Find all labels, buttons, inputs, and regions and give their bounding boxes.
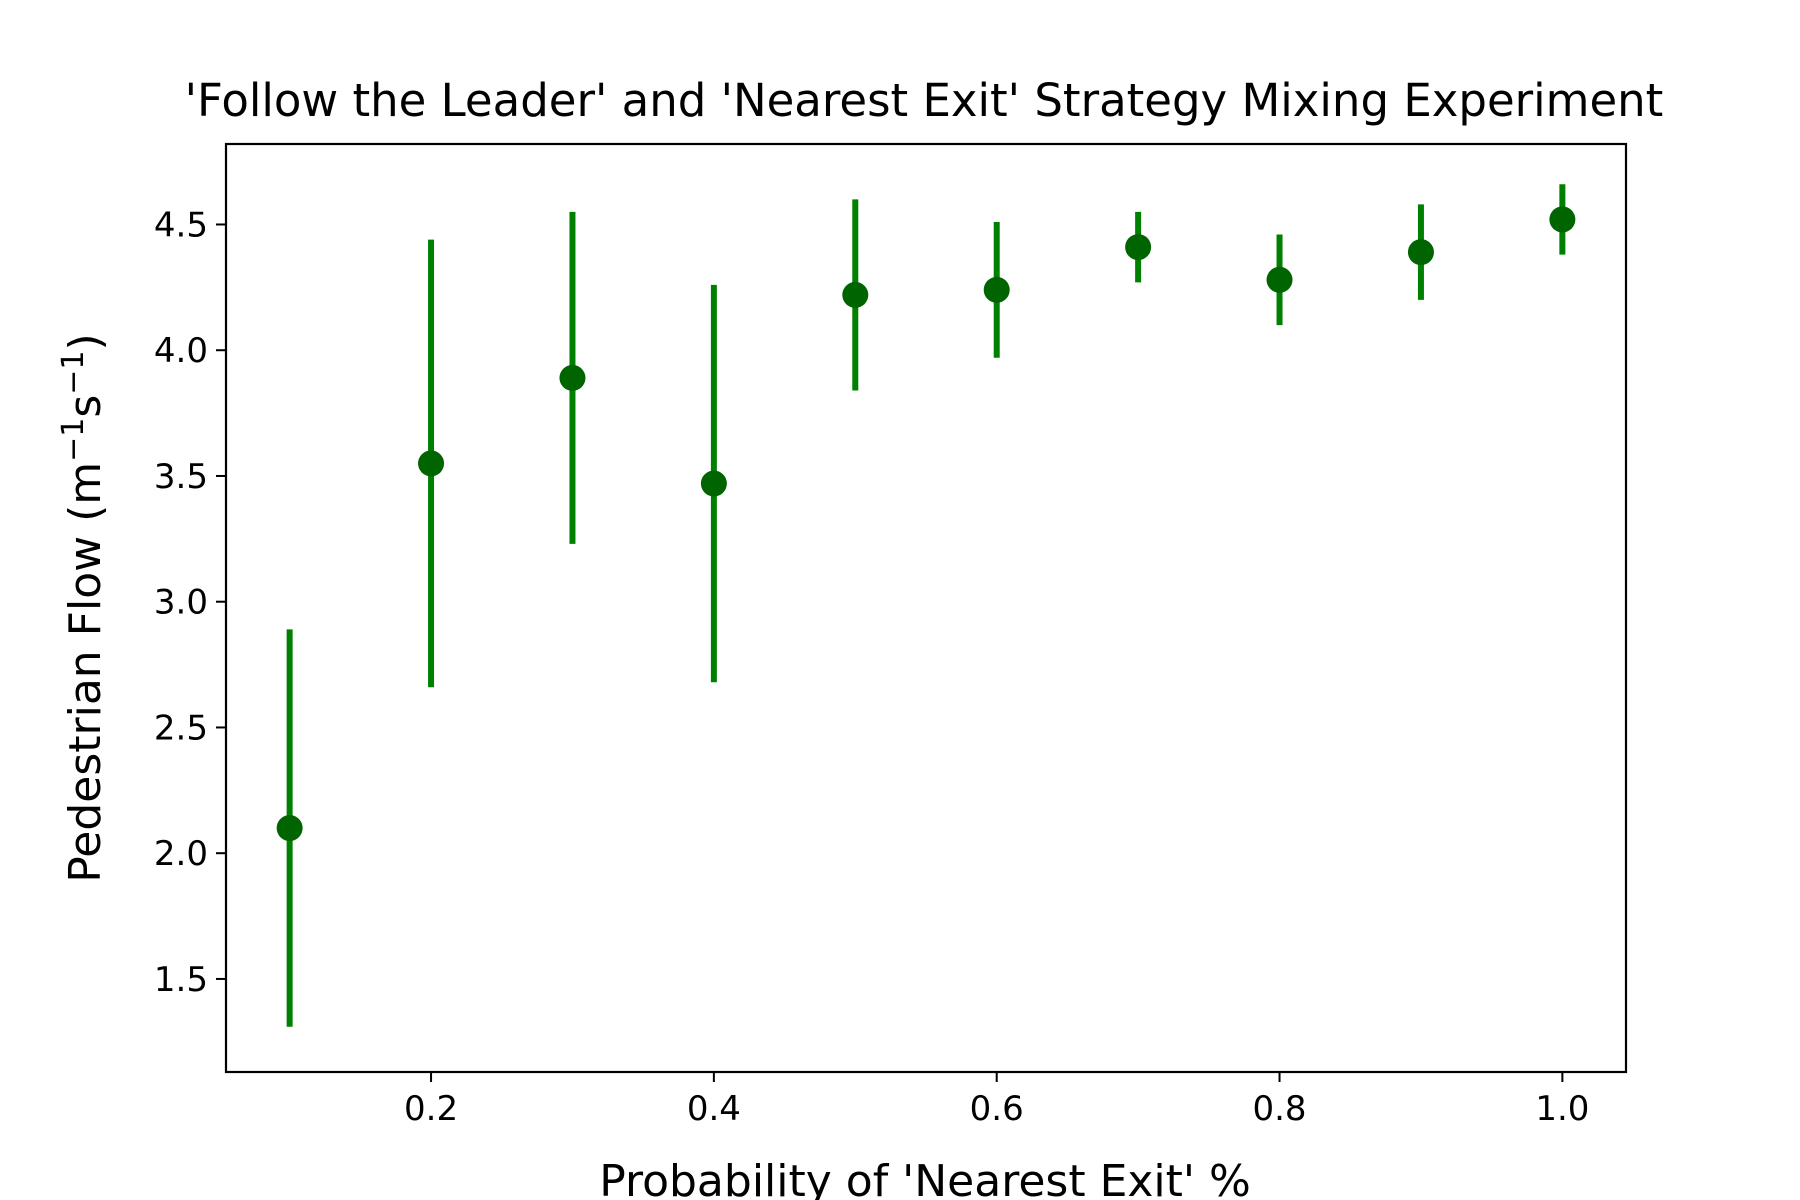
y-axis-label: Pedestrian Flow (m−1s−1) [56,333,111,882]
y-axis-label-exponent-2: −1 [56,350,91,394]
data-point [276,815,303,842]
x-tick-label: 0.8 [1252,1089,1306,1129]
y-tick-label: 2.5 [154,708,208,748]
axis-ticks: 0.2 0.4 0.6 0.8 1.0 1.5 2.0 2.5 3.0 3.5 4.0 4.5 [154,205,1589,1129]
x-tick-label: 0.2 [404,1089,458,1129]
y-tick-label: 3.5 [154,457,208,497]
y-tick-label: 1.5 [154,960,208,1000]
data-marks [276,184,1576,1027]
y-tick-label: 4.5 [154,205,208,245]
data-point [1407,239,1434,266]
chart-title: 'Follow the Leader' and 'Nearest Exit' S… [185,74,1664,127]
plot-area-frame [224,142,1628,1074]
data-point [700,470,727,497]
y-axis-label-mid: s [60,395,111,418]
x-axis-label: Probability of 'Nearest Exit' % [599,1156,1251,1200]
y-tick-label: 4.0 [154,331,208,371]
x-tick-label: 0.6 [970,1089,1024,1129]
data-point [1125,234,1152,261]
y-tick-label: 3.0 [154,583,208,623]
data-point [842,281,869,308]
y-tick-label: 2.0 [154,834,208,874]
data-point [983,276,1010,303]
x-tick-label: 0.4 [687,1089,741,1129]
y-axis-label-suffix: ) [60,333,111,350]
data-point [418,450,445,477]
data-point [559,364,586,391]
y-axis-label-prefix: Pedestrian Flow (m [60,462,111,883]
data-point [1549,206,1576,233]
x-tick-label: 1.0 [1535,1089,1589,1129]
y-axis-label-exponent-1: −1 [56,418,91,462]
data-point [1266,266,1293,293]
